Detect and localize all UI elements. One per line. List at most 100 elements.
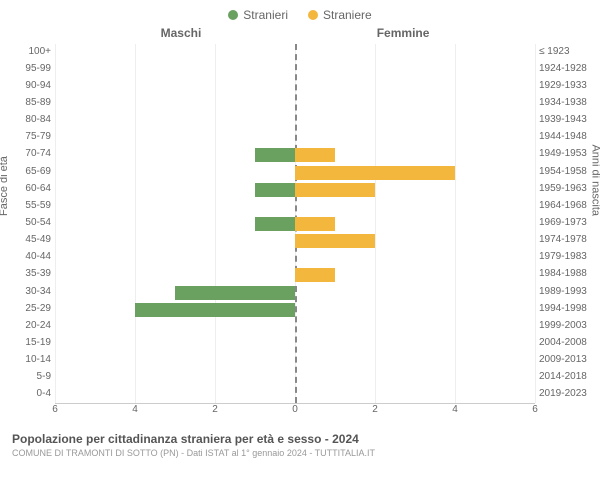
age-label: 90-94 xyxy=(25,80,55,91)
bar-female xyxy=(295,234,375,248)
bar-row: 55-591964-1968 xyxy=(55,200,535,214)
bar-row: 95-991924-1928 xyxy=(55,63,535,77)
bar-male xyxy=(255,217,295,231)
bar-row: 75-791944-1948 xyxy=(55,131,535,145)
legend-item-male: Stranieri xyxy=(228,8,288,22)
bar-row: 25-291994-1998 xyxy=(55,303,535,317)
x-tick-label: 2 xyxy=(372,404,378,415)
birth-year-label: 1924-1928 xyxy=(535,63,587,74)
birth-year-label: 1994-1998 xyxy=(535,303,587,314)
age-label: 75-79 xyxy=(25,131,55,142)
birth-year-label: 2014-2018 xyxy=(535,371,587,382)
bar-row: 15-192004-2008 xyxy=(55,337,535,351)
age-label: 40-44 xyxy=(25,251,55,262)
birth-year-label: 1929-1933 xyxy=(535,80,587,91)
legend-swatch-male xyxy=(228,10,238,20)
age-label: 45-49 xyxy=(25,234,55,245)
chart-legend: Stranieri Straniere xyxy=(0,0,600,26)
bar-row: 30-341989-1993 xyxy=(55,286,535,300)
footer-title: Popolazione per cittadinanza straniera p… xyxy=(12,432,600,446)
bar-female xyxy=(295,183,375,197)
footer-subtitle: COMUNE DI TRAMONTI DI SOTTO (PN) - Dati … xyxy=(12,446,600,458)
age-label: 60-64 xyxy=(25,183,55,194)
birth-year-label: 1984-1988 xyxy=(535,268,587,279)
x-axis-ticks: 6 4 2 0 2 4 6 xyxy=(55,404,535,420)
bar-male xyxy=(175,286,295,300)
age-label: 0-4 xyxy=(37,388,55,399)
bar-row: 20-241999-2003 xyxy=(55,320,535,334)
bar-row: 60-641959-1963 xyxy=(55,183,535,197)
age-label: 85-89 xyxy=(25,97,55,108)
birth-year-label: 1949-1953 xyxy=(535,148,587,159)
x-tick-label: 6 xyxy=(532,404,538,415)
age-label: 100+ xyxy=(28,46,55,57)
birth-year-label: 1959-1963 xyxy=(535,183,587,194)
x-tick-label: 0 xyxy=(292,404,298,415)
bar-male xyxy=(135,303,295,317)
birth-year-label: 2019-2023 xyxy=(535,388,587,399)
section-labels: Maschi Femmine xyxy=(55,26,535,44)
bar-row: 0-42019-2023 xyxy=(55,388,535,402)
section-label-female: Femmine xyxy=(377,26,430,40)
birth-year-label: 1954-1958 xyxy=(535,166,587,177)
age-label: 10-14 xyxy=(25,354,55,365)
birth-year-label: 1979-1983 xyxy=(535,251,587,262)
bar-row: 100+≤ 1923 xyxy=(55,46,535,60)
birth-year-label: 1934-1938 xyxy=(535,97,587,108)
chart-container: Maschi Femmine 100+≤ 1923 95-991924-1928 9… xyxy=(55,26,535,426)
bar-row: 5-92014-2018 xyxy=(55,371,535,385)
bars-layer: 100+≤ 1923 95-991924-1928 90-941929-1933 85… xyxy=(55,44,535,403)
bar-female xyxy=(295,166,455,180)
birth-year-label: ≤ 1923 xyxy=(535,46,570,57)
age-label: 95-99 xyxy=(25,63,55,74)
bar-row: 65-691954-1958 xyxy=(55,166,535,180)
bar-row: 50-541969-1973 xyxy=(55,217,535,231)
plot-area: 100+≤ 1923 95-991924-1928 90-941929-1933 85… xyxy=(55,44,535,404)
bar-female xyxy=(295,148,335,162)
age-label: 15-19 xyxy=(25,337,55,348)
birth-year-label: 1974-1978 xyxy=(535,234,587,245)
age-label: 65-69 xyxy=(25,166,55,177)
x-tick-label: 4 xyxy=(452,404,458,415)
age-label: 20-24 xyxy=(25,320,55,331)
bar-row: 70-741949-1953 xyxy=(55,148,535,162)
bar-row: 85-891934-1938 xyxy=(55,97,535,111)
bar-female xyxy=(295,217,335,231)
age-label: 30-34 xyxy=(25,286,55,297)
y-axis-left-title: Fasce di età xyxy=(0,156,10,216)
age-label: 5-9 xyxy=(37,371,55,382)
bar-row: 45-491974-1978 xyxy=(55,234,535,248)
birth-year-label: 1999-2003 xyxy=(535,320,587,331)
legend-label-male: Stranieri xyxy=(243,8,288,22)
birth-year-label: 1964-1968 xyxy=(535,200,587,211)
x-tick-label: 6 xyxy=(52,404,58,415)
legend-swatch-female xyxy=(308,10,318,20)
age-label: 35-39 xyxy=(25,268,55,279)
birth-year-label: 1944-1948 xyxy=(535,131,587,142)
x-tick-label: 2 xyxy=(212,404,218,415)
chart-footer: Popolazione per cittadinanza straniera p… xyxy=(0,426,600,458)
age-label: 80-84 xyxy=(25,114,55,125)
birth-year-label: 1969-1973 xyxy=(535,217,587,228)
legend-label-female: Straniere xyxy=(323,8,372,22)
bar-row: 10-142009-2013 xyxy=(55,354,535,368)
birth-year-label: 2004-2008 xyxy=(535,337,587,348)
birth-year-label: 1939-1943 xyxy=(535,114,587,125)
x-tick-label: 4 xyxy=(132,404,138,415)
bar-row: 90-941929-1933 xyxy=(55,80,535,94)
bar-male xyxy=(255,148,295,162)
age-label: 50-54 xyxy=(25,217,55,228)
bar-row: 35-391984-1988 xyxy=(55,268,535,282)
age-label: 70-74 xyxy=(25,148,55,159)
bar-row: 40-441979-1983 xyxy=(55,251,535,265)
bar-male xyxy=(255,183,295,197)
age-label: 55-59 xyxy=(25,200,55,211)
bar-row: 80-841939-1943 xyxy=(55,114,535,128)
section-label-male: Maschi xyxy=(161,26,202,40)
y-axis-right-title: Anni di nascita xyxy=(590,144,600,216)
birth-year-label: 1989-1993 xyxy=(535,286,587,297)
age-label: 25-29 xyxy=(25,303,55,314)
bar-female xyxy=(295,268,335,282)
birth-year-label: 2009-2013 xyxy=(535,354,587,365)
legend-item-female: Straniere xyxy=(308,8,372,22)
